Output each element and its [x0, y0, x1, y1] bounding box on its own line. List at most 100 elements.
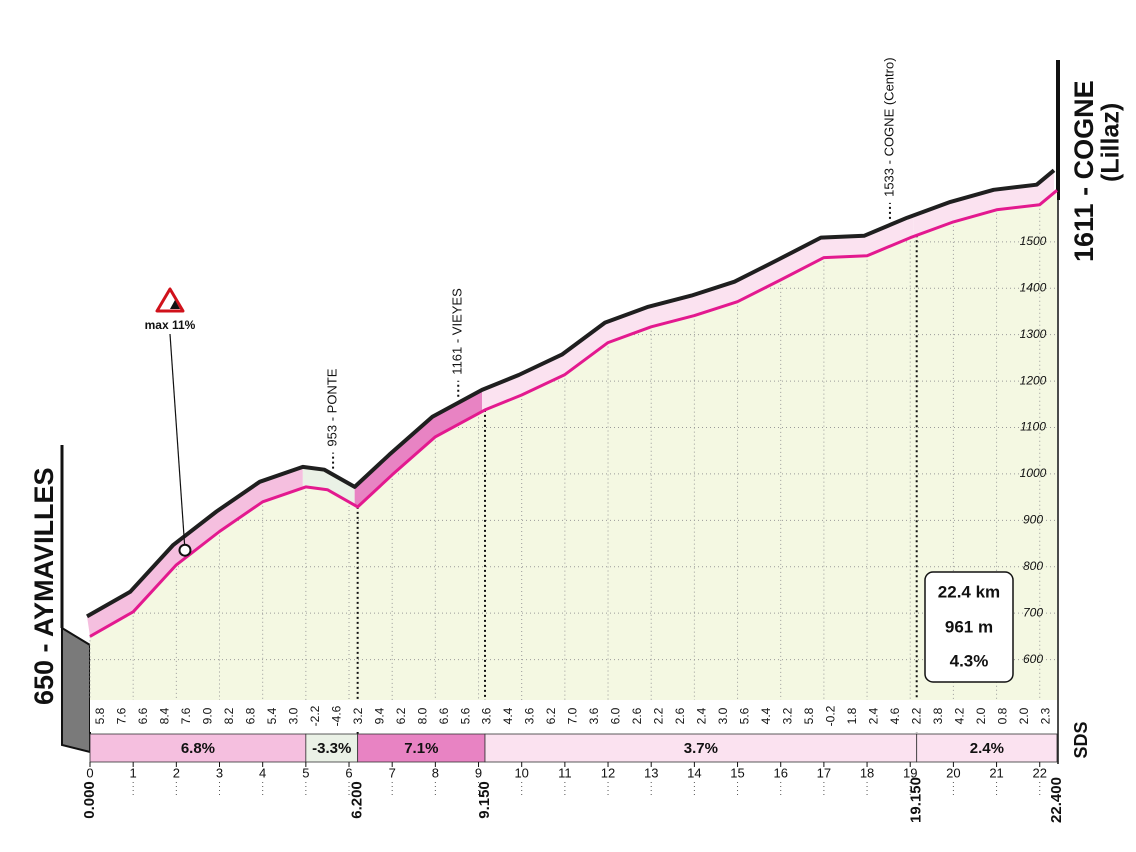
profile-band	[87, 466, 303, 637]
gradient-label: 3.2	[781, 707, 795, 724]
gradient-label: 5.8	[93, 707, 107, 724]
y-tick-label: 700	[1023, 605, 1043, 619]
segment-label: 3.7%	[684, 740, 718, 757]
landmark-label: 1161 - VIEYES	[450, 288, 465, 375]
gradient-label: 4.6	[888, 707, 902, 724]
y-tick-label: 800	[1023, 559, 1043, 573]
x-tick-label: 12	[601, 765, 615, 780]
start-wall	[61, 626, 91, 754]
gradient-label: 3.6	[523, 707, 537, 724]
gradient-label: 6.8	[243, 707, 257, 724]
summary-climb: 961 m	[945, 617, 993, 636]
profile-band	[354, 389, 483, 507]
area-fill	[90, 190, 1057, 733]
gradient-label: 2.2	[909, 707, 923, 724]
profile-top	[86, 168, 1056, 619]
distance-marker-label: 19.150	[908, 777, 925, 823]
y-tick-label: 1500	[1020, 234, 1047, 248]
distance-marker-label: 6.200	[349, 781, 366, 819]
gradient-label: 5.6	[458, 707, 472, 724]
x-tick-label: 3	[216, 765, 223, 780]
grid-layer: 600 700 800 900 1000 1100 1200 1300 1400 1500	[89, 204, 1057, 762]
distance-marker-label: 0.000	[81, 781, 98, 819]
gradient-row	[90, 700, 1057, 732]
landmark-label: 953 - PONTE	[325, 368, 340, 446]
gradient-label: 6.6	[136, 707, 150, 724]
gradient-label: 5.6	[738, 707, 752, 724]
profile-line	[89, 189, 1058, 638]
gradient-label: 2.4	[695, 707, 709, 724]
segment-bar	[89, 733, 307, 763]
segment-bar	[916, 733, 1058, 763]
y-tick-label: 1100	[1020, 420, 1046, 434]
y-tick-label: 900	[1023, 513, 1043, 527]
segment-label: 2.4%	[970, 740, 1004, 757]
gradient-label: 0.8	[995, 707, 1009, 724]
x-tick-label: 7	[389, 765, 396, 780]
x-tick-label: 19	[903, 765, 917, 780]
segment-label: 7.1%	[404, 740, 438, 757]
max-gradient-label: max 11%	[145, 318, 196, 332]
profile-band	[302, 466, 355, 506]
x-tick-label: 17	[817, 765, 831, 780]
landmark-label: 1533 - COGNE (Centro)	[881, 57, 896, 196]
warning-icon-ramp	[170, 300, 180, 309]
gradient-label: 3.0	[716, 707, 730, 724]
gradient-label: 9.0	[200, 707, 214, 724]
gradient-label: 1.8	[845, 707, 859, 724]
gradient-label: 8.2	[222, 707, 236, 724]
x-tick-label: 13	[644, 765, 658, 780]
text-layer: 5.8 7.6 6.6 8.4 7.6 9.0 8.2 6.8 5.4 3.0 -2.2 -4.6 3.…	[81, 57, 1065, 822]
gradient-label: 7.6	[179, 707, 193, 724]
fill-layer	[90, 190, 1057, 733]
gradient-label: 8.4	[157, 707, 171, 724]
finish-label: 1611 - COGNE	[1069, 80, 1099, 262]
gradient-label: 6.2	[394, 707, 408, 724]
gradient-label: 7.0	[566, 707, 580, 724]
start-label: 650 - AYMAVILLES	[29, 467, 59, 705]
summary-gradient: 4.3%	[950, 651, 989, 670]
gradient-label: 9.4	[372, 707, 386, 724]
gradient-label: 7.6	[114, 707, 128, 724]
gradient-label: 2.6	[630, 707, 644, 724]
gradient-label: 3.0	[286, 707, 300, 724]
y-tick-label: 1400	[1020, 280, 1047, 294]
segment-label: 6.8%	[181, 740, 215, 757]
gradient-label: 3.2	[351, 707, 365, 724]
y-tick-label: 1300	[1020, 327, 1047, 341]
gradient-label: -0.2	[824, 705, 838, 726]
gradient-label: 2.4	[866, 707, 880, 724]
y-tick-label: 600	[1023, 652, 1043, 666]
gradient-label: 5.8	[802, 707, 816, 724]
gradient-label: -2.2	[308, 705, 322, 726]
band-layer	[86, 168, 1058, 638]
logo: SDS	[1071, 721, 1091, 758]
distance-marker-label: 22.400	[1048, 777, 1065, 823]
gradient-label: 8.0	[415, 707, 429, 724]
x-tick-label: 10	[514, 765, 528, 780]
gradient-label: -4.6	[329, 705, 343, 726]
gradient-label: 2.6	[673, 707, 687, 724]
summary-distance: 22.4 km	[938, 582, 1000, 601]
x-tick-label: 21	[989, 765, 1003, 780]
x-tick-label: 22	[1032, 765, 1046, 780]
gradient-label: 3.6	[480, 707, 494, 724]
gradient-label: 6.0	[609, 707, 623, 724]
x-tick-label: 14	[687, 765, 701, 780]
gradient-label: 2.2	[652, 707, 666, 724]
x-tick-label: 20	[946, 765, 960, 780]
segment-bar	[305, 733, 359, 763]
max-gradient-point	[178, 543, 192, 557]
finish-sublabel: (Lillaz)	[1097, 103, 1125, 182]
x-tick-label: 4	[259, 765, 266, 780]
segment-bar	[484, 733, 918, 763]
gradient-label: 5.4	[265, 707, 279, 724]
gradient-label: 6.6	[437, 707, 451, 724]
max-gradient-leader	[169, 333, 186, 551]
x-tick-label: 5	[302, 765, 309, 780]
segment-bar	[357, 733, 486, 763]
x-tick-label: 6	[345, 765, 352, 780]
gradient-label: 2.0	[974, 707, 988, 724]
